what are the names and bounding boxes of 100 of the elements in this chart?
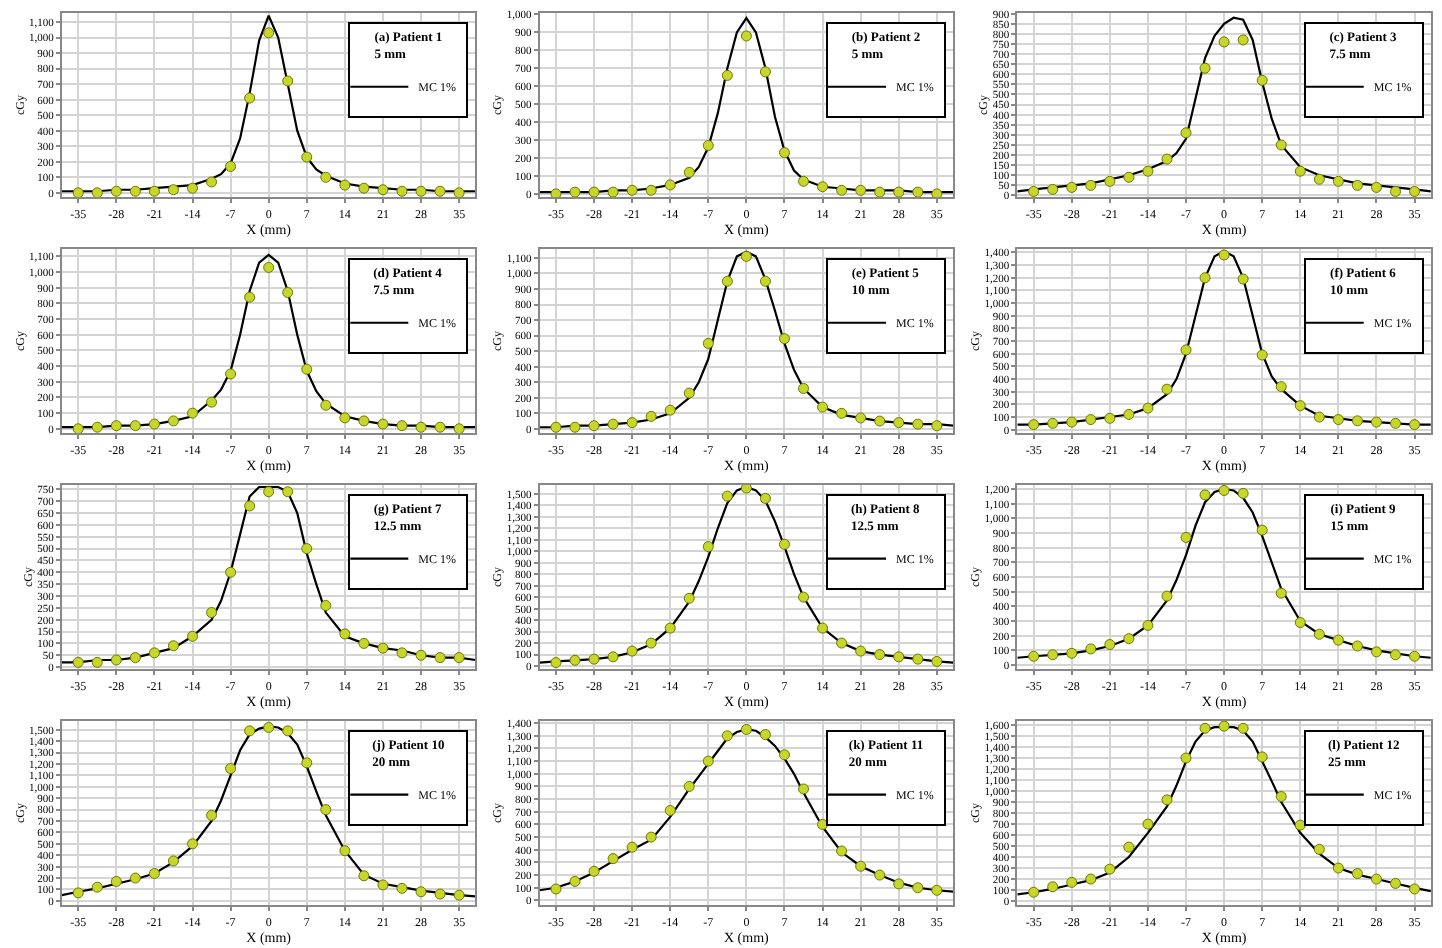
point — [1142, 619, 1154, 631]
point — [1161, 590, 1173, 602]
point — [1047, 881, 1059, 893]
point — [1028, 886, 1040, 898]
point — [148, 647, 160, 659]
point — [1218, 720, 1230, 732]
point — [817, 181, 829, 193]
point — [1161, 383, 1173, 395]
point — [664, 404, 676, 416]
point — [1294, 617, 1306, 629]
point — [893, 651, 905, 663]
point — [683, 592, 695, 604]
point — [129, 185, 141, 197]
point — [72, 887, 84, 899]
point — [1104, 639, 1116, 651]
point — [129, 652, 141, 664]
point — [1237, 722, 1249, 734]
point — [1409, 419, 1421, 431]
point — [569, 186, 581, 198]
point — [434, 185, 446, 197]
point — [855, 184, 867, 196]
point — [1047, 183, 1059, 195]
point — [683, 166, 695, 178]
point — [244, 500, 256, 512]
point — [626, 184, 638, 196]
point — [282, 725, 294, 737]
point — [1066, 181, 1078, 193]
point — [339, 179, 351, 191]
point — [206, 396, 218, 408]
point — [187, 838, 199, 850]
point — [740, 723, 752, 735]
point — [1218, 484, 1230, 496]
line-series — [539, 16, 954, 194]
point — [1275, 381, 1287, 393]
point — [1332, 175, 1344, 187]
line-series — [1017, 487, 1431, 659]
point — [1047, 417, 1059, 429]
point — [1256, 524, 1268, 536]
point — [759, 729, 771, 741]
point — [1180, 752, 1192, 764]
point — [148, 868, 160, 880]
point — [110, 185, 122, 197]
point — [1123, 633, 1135, 645]
point — [1237, 487, 1249, 499]
point — [664, 804, 676, 816]
point — [301, 363, 313, 375]
point — [569, 421, 581, 433]
point — [778, 147, 790, 159]
point — [167, 415, 179, 427]
point — [1409, 883, 1421, 895]
point — [339, 845, 351, 857]
point — [1313, 411, 1325, 423]
point — [1180, 127, 1192, 139]
point — [1085, 873, 1097, 885]
point — [702, 755, 714, 767]
point — [1294, 819, 1306, 831]
point — [1142, 165, 1154, 177]
point — [1180, 531, 1192, 543]
point — [1332, 862, 1344, 874]
point — [301, 757, 313, 769]
point — [740, 30, 752, 42]
point — [607, 418, 619, 430]
point — [893, 417, 905, 429]
point — [396, 647, 408, 659]
point — [836, 845, 848, 857]
point — [1180, 344, 1192, 356]
point — [1047, 649, 1059, 661]
point — [1351, 640, 1363, 652]
point — [1370, 416, 1382, 428]
point — [1123, 171, 1135, 183]
point — [1123, 841, 1135, 853]
point — [702, 541, 714, 553]
point — [588, 420, 600, 432]
point — [358, 182, 370, 194]
point — [1370, 646, 1382, 658]
point — [1199, 62, 1211, 74]
point — [626, 417, 638, 429]
point — [1104, 412, 1116, 424]
point — [626, 645, 638, 657]
point — [187, 407, 199, 419]
point — [912, 882, 924, 894]
point — [1161, 794, 1173, 806]
point — [167, 640, 179, 652]
point — [129, 420, 141, 432]
point — [377, 184, 389, 196]
point — [1332, 414, 1344, 426]
point — [569, 875, 581, 887]
point — [91, 421, 103, 433]
point — [1256, 74, 1268, 86]
point — [187, 630, 199, 642]
point — [874, 186, 886, 198]
point — [358, 870, 370, 882]
point — [206, 607, 218, 619]
point — [1409, 650, 1421, 662]
point — [320, 804, 332, 816]
point — [225, 160, 237, 172]
point — [148, 185, 160, 197]
point — [931, 188, 943, 198]
point — [1409, 185, 1421, 197]
point — [874, 415, 886, 427]
